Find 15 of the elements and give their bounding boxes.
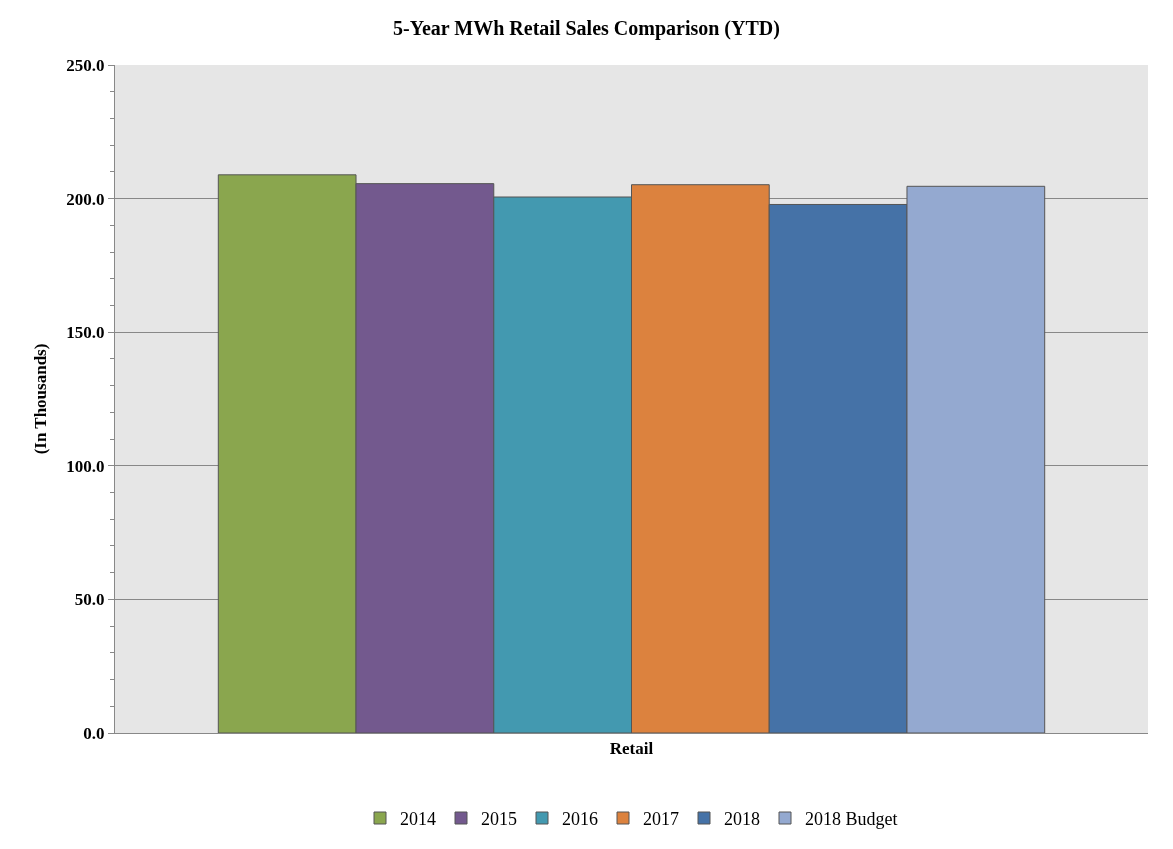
y-tick-label: 250.0 xyxy=(66,55,105,75)
y-tick-label: 0.0 xyxy=(83,723,105,743)
x-tick-label: Retail xyxy=(609,739,654,759)
y-tick-label: 100.0 xyxy=(66,456,105,476)
legend-label: 2014 xyxy=(400,809,436,830)
y-tick-label: 50.0 xyxy=(74,590,105,610)
y-tick-label: 150.0 xyxy=(66,323,105,343)
legend-label: 2018 Budget xyxy=(805,809,898,830)
y-axis-title: (In Thousands) xyxy=(30,343,50,455)
legend-label: 2016 xyxy=(562,809,598,830)
legend-label: 2017 xyxy=(643,809,679,830)
chart-title: 5-Year MWh Retail Sales Comparison (YTD) xyxy=(393,17,780,41)
legend-label: 2015 xyxy=(481,809,517,830)
y-tick-label: 200.0 xyxy=(66,189,105,209)
legend-label: 2018 xyxy=(724,809,760,830)
